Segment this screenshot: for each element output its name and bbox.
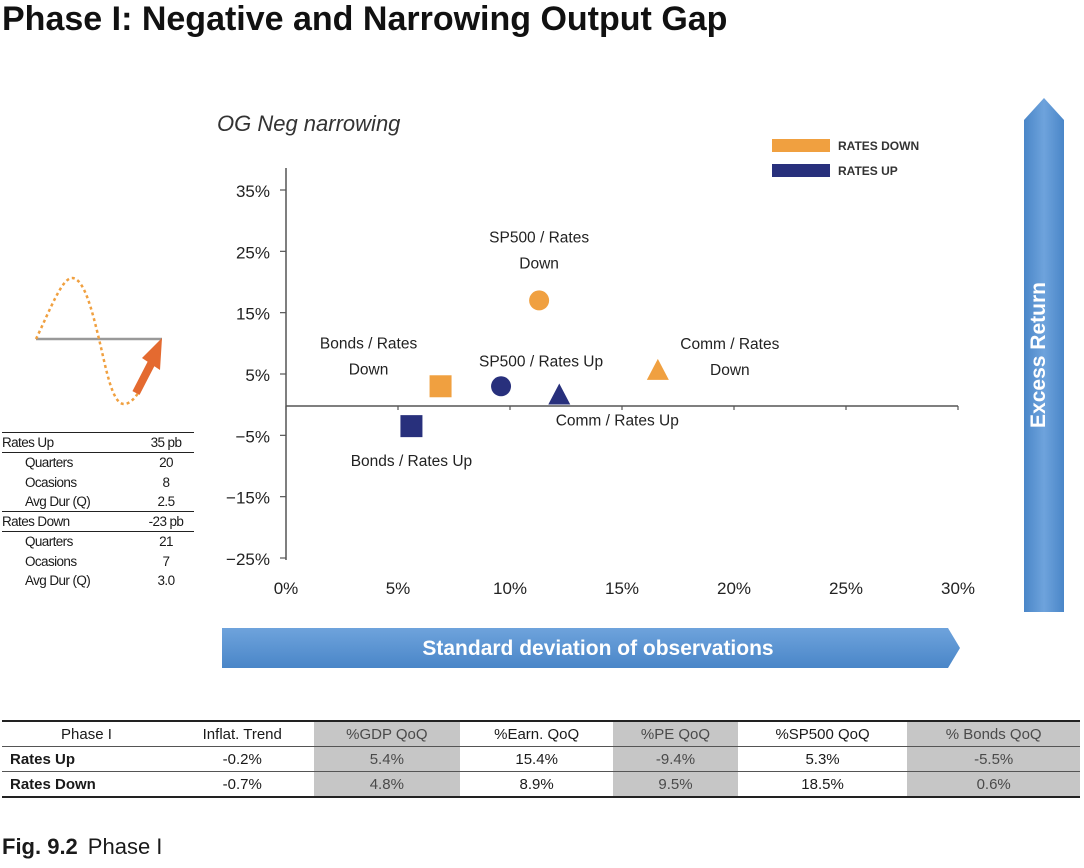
stats-label: Rates Up [2,435,54,450]
x-tick-label: 10% [493,579,527,598]
output-gap-cycle-icon [34,276,162,406]
table-cell: 18.5% [737,771,908,798]
table-cell: 5.4% [313,746,461,772]
x-axis-arrow: Standard deviation of observations [222,628,960,668]
y-tick-label: 25% [236,243,270,262]
table-cell: -0.7% [170,771,314,798]
legend: RATES DOWN RATES UP [772,139,919,178]
table-row: Rates Down -0.7% 4.8% 8.9% 9.5% 18.5% 0.… [2,771,1080,798]
stats-value: 3.0 [157,573,176,589]
x-tick-label: 0% [274,579,299,598]
tick-layer: 35% 25% 15% 5% −5% −15% −25%0% 5% 10% 15% 20% 25% 30… [226,182,975,598]
table-header: Phase I [2,720,171,747]
stats-value: 7 [162,553,171,569]
table-cell: Rates Down [2,771,171,798]
figure-number: Fig. 9.2 [2,834,78,859]
table-cell: Rates Up [2,746,171,772]
stats-label: Ocasions [25,474,77,490]
table-cell: 8.9% [460,771,614,798]
table-header: Inflat. Trend [170,720,314,747]
table-cell: 15.4% [460,746,614,772]
chart: Excess Return Standard deviation of obse… [34,98,1064,668]
point-label: Comm / Rates Up [556,412,679,429]
stats-row: Quarters 21 [2,532,194,551]
point-bonds-rates-down [429,375,452,398]
point-label: Bonds / Rates Down [320,335,418,378]
x-axis-label: Standard deviation of observations [422,637,773,660]
legend-label-rates-down: RATES DOWN [838,139,919,153]
stats-value: 2.5 [157,493,176,509]
table-header: % Bonds QoQ [907,720,1080,747]
point-label: Bonds / Rates Up [351,453,472,470]
y-axis-arrow: Excess Return [1024,98,1064,612]
stats-row: Quarters 20 [2,453,194,472]
y-tick-label: 35% [236,182,270,201]
stats-value: 8 [162,474,171,490]
points-layer: Bonds / Rates Down SP500 / Rates Down Comm /… [320,229,780,470]
legend-swatch-rates-down [772,139,830,152]
stats-row: Avg Dur (Q) 2.5 [2,492,194,511]
point-sp500-rates-up [491,376,512,397]
chart-title: OG Neg narrowing [217,111,401,136]
stats-label: Quarters [25,455,73,471]
page-title: Phase I: Negative and Narrowing Output G… [2,0,728,38]
stats-row: Ocasions 7 [2,552,194,571]
y-tick-label: 5% [245,366,270,385]
table-cell: 4.8% [313,771,461,798]
legend-label-rates-up: RATES UP [838,164,898,178]
point-label: Comm / Rates Down [680,336,779,379]
stats-value: 35 pb [150,435,182,450]
stats-rates-down-header: Rates Down -23 pb [2,511,194,533]
y-axis-label: Excess Return [1027,282,1050,428]
table-header: %GDP QoQ [313,720,461,747]
table-cell: 0.6% [907,771,1080,798]
table-row: Rates Up -0.2% 5.4% 15.4% -9.4% 5.3% -5.… [2,746,1080,772]
figure-caption-text: Phase I [87,834,163,859]
point-sp500-rates-down [529,290,550,311]
figure-caption: Fig. 9.2 Phase I [2,834,162,860]
table-header: %PE QoQ [613,720,738,747]
table-header: %Earn. QoQ [460,720,614,747]
stats-label: Rates Down [2,514,70,530]
stats-table: Rates Up 35 pb Quarters 20 Ocasions 8 Av… [2,432,194,590]
point-bonds-rates-up [400,415,423,438]
x-tick-label: 5% [386,579,411,598]
x-tick-label: 30% [941,579,975,598]
table-cell: 5.3% [737,746,908,772]
stats-value: 21 [159,534,173,550]
table-header: %SP500 QoQ [737,720,908,747]
stats-value: 20 [159,455,173,471]
stats-label: Avg Dur (Q) [25,573,91,589]
x-tick-label: 25% [829,579,863,598]
y-tick-label: −5% [236,427,271,446]
point-label: SP500 / Rates Up [479,353,603,370]
phase-table: Phase I Inflat. Trend %GDP QoQ %Earn. Qo… [2,720,1080,798]
stats-rates-up-header: Rates Up 35 pb [2,432,194,454]
x-tick-label: 20% [717,579,751,598]
table-header-row: Phase I Inflat. Trend %GDP QoQ %Earn. Qo… [2,720,1080,747]
table-cell: -0.2% [170,746,314,772]
point-comm-rates-up [548,383,571,405]
stats-row: Ocasions 8 [2,473,194,492]
table-cell: -5.5% [907,746,1080,772]
table-cell: 9.5% [613,771,738,798]
legend-swatch-rates-up [772,164,830,177]
stats-label: Quarters [25,534,73,550]
stats-label: Ocasions [25,553,77,569]
stats-row: Avg Dur (Q) 3.0 [2,571,194,590]
stats-value: -23 pb [148,514,184,530]
y-tick-label: −15% [226,489,270,508]
point-comm-rates-down [646,358,669,380]
y-tick-label: 15% [236,305,270,324]
x-tick-label: 15% [605,579,639,598]
point-label: SP500 / Rates Down [489,229,589,272]
table-cell: -9.4% [613,746,738,772]
stats-label: Avg Dur (Q) [25,493,91,509]
y-tick-label: −25% [226,550,270,569]
